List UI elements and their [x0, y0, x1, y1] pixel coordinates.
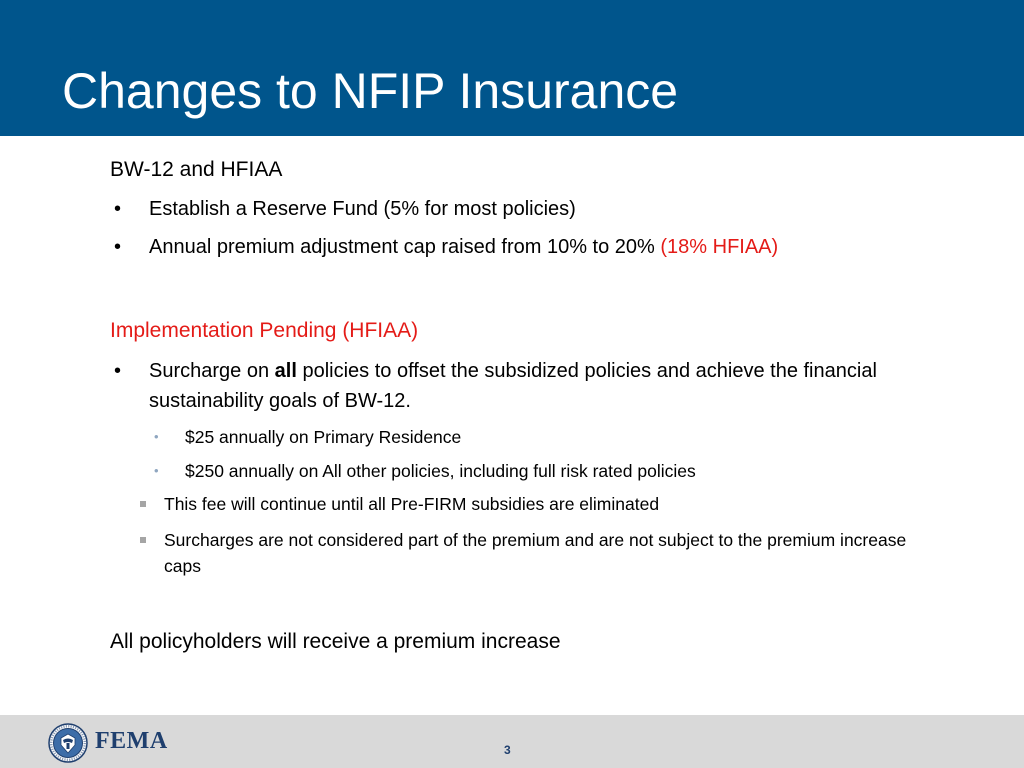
sub-bullet-dot-icon: • — [154, 463, 159, 478]
sub-bullet-text: $250 annually on All other policies, inc… — [185, 461, 696, 481]
page-number: 3 — [504, 743, 511, 757]
dhs-seal-icon — [48, 723, 88, 763]
bullet-text: Establish a Reserve Fund (5% for most po… — [149, 198, 576, 220]
footer-bar: FEMA 3 — [0, 715, 1024, 768]
square-bullet-text: This fee will continue until all Pre-FIR… — [164, 494, 660, 514]
bullet-dot-icon: • — [114, 360, 122, 382]
hfiaa-note: (18% HFIAA) — [660, 236, 779, 258]
bullet-dot-icon: • — [114, 198, 122, 220]
bullet-text: Annual premium adjustment cap raised fro… — [149, 236, 655, 258]
square-bullet-icon — [140, 501, 146, 507]
square-bullet-text: Surcharges are not considered part of th… — [164, 530, 907, 576]
slide-body: BW-12 and HFIAA • Establish a Reserve Fu… — [110, 158, 950, 653]
section-heading-implementation: Implementation Pending (HFIAA) — [110, 319, 419, 342]
title-bar: Changes to NFIP Insurance — [0, 0, 1024, 136]
fema-logo-text: FEMA — [95, 728, 168, 754]
section-heading-bw12: BW-12 and HFIAA — [110, 158, 283, 181]
bullet-reserve-fund: • Establish a Reserve Fund (5% for most … — [110, 194, 950, 224]
closing-statement: All policyholders will receive a premium… — [110, 630, 561, 653]
surcharge-prefix: Surcharge on — [149, 360, 275, 382]
square-bullet-icon — [140, 537, 146, 543]
surcharge-suffix: policies to offset the subsidized polici… — [149, 360, 877, 412]
bullet-surcharge: • Surcharge on all policies to offset th… — [110, 356, 940, 416]
square-bullet-fee-duration: This fee will continue until all Pre-FIR… — [138, 491, 928, 517]
sub-bullet-dot-icon: • — [154, 429, 159, 444]
bullet-dot-icon: • — [114, 236, 122, 258]
sub-bullet-other-policies: • $250 annually on All other policies, i… — [150, 460, 696, 482]
bullet-premium-cap: • Annual premium adjustment cap raised f… — [110, 232, 950, 262]
slide-title: Changes to NFIP Insurance — [62, 63, 679, 119]
sub-bullet-text: $25 annually on Primary Residence — [185, 427, 462, 447]
sub-bullet-primary-residence: • $25 annually on Primary Residence — [150, 426, 461, 448]
surcharge-emphasis: all — [274, 360, 297, 382]
square-bullet-not-premium: Surcharges are not considered part of th… — [138, 527, 928, 579]
